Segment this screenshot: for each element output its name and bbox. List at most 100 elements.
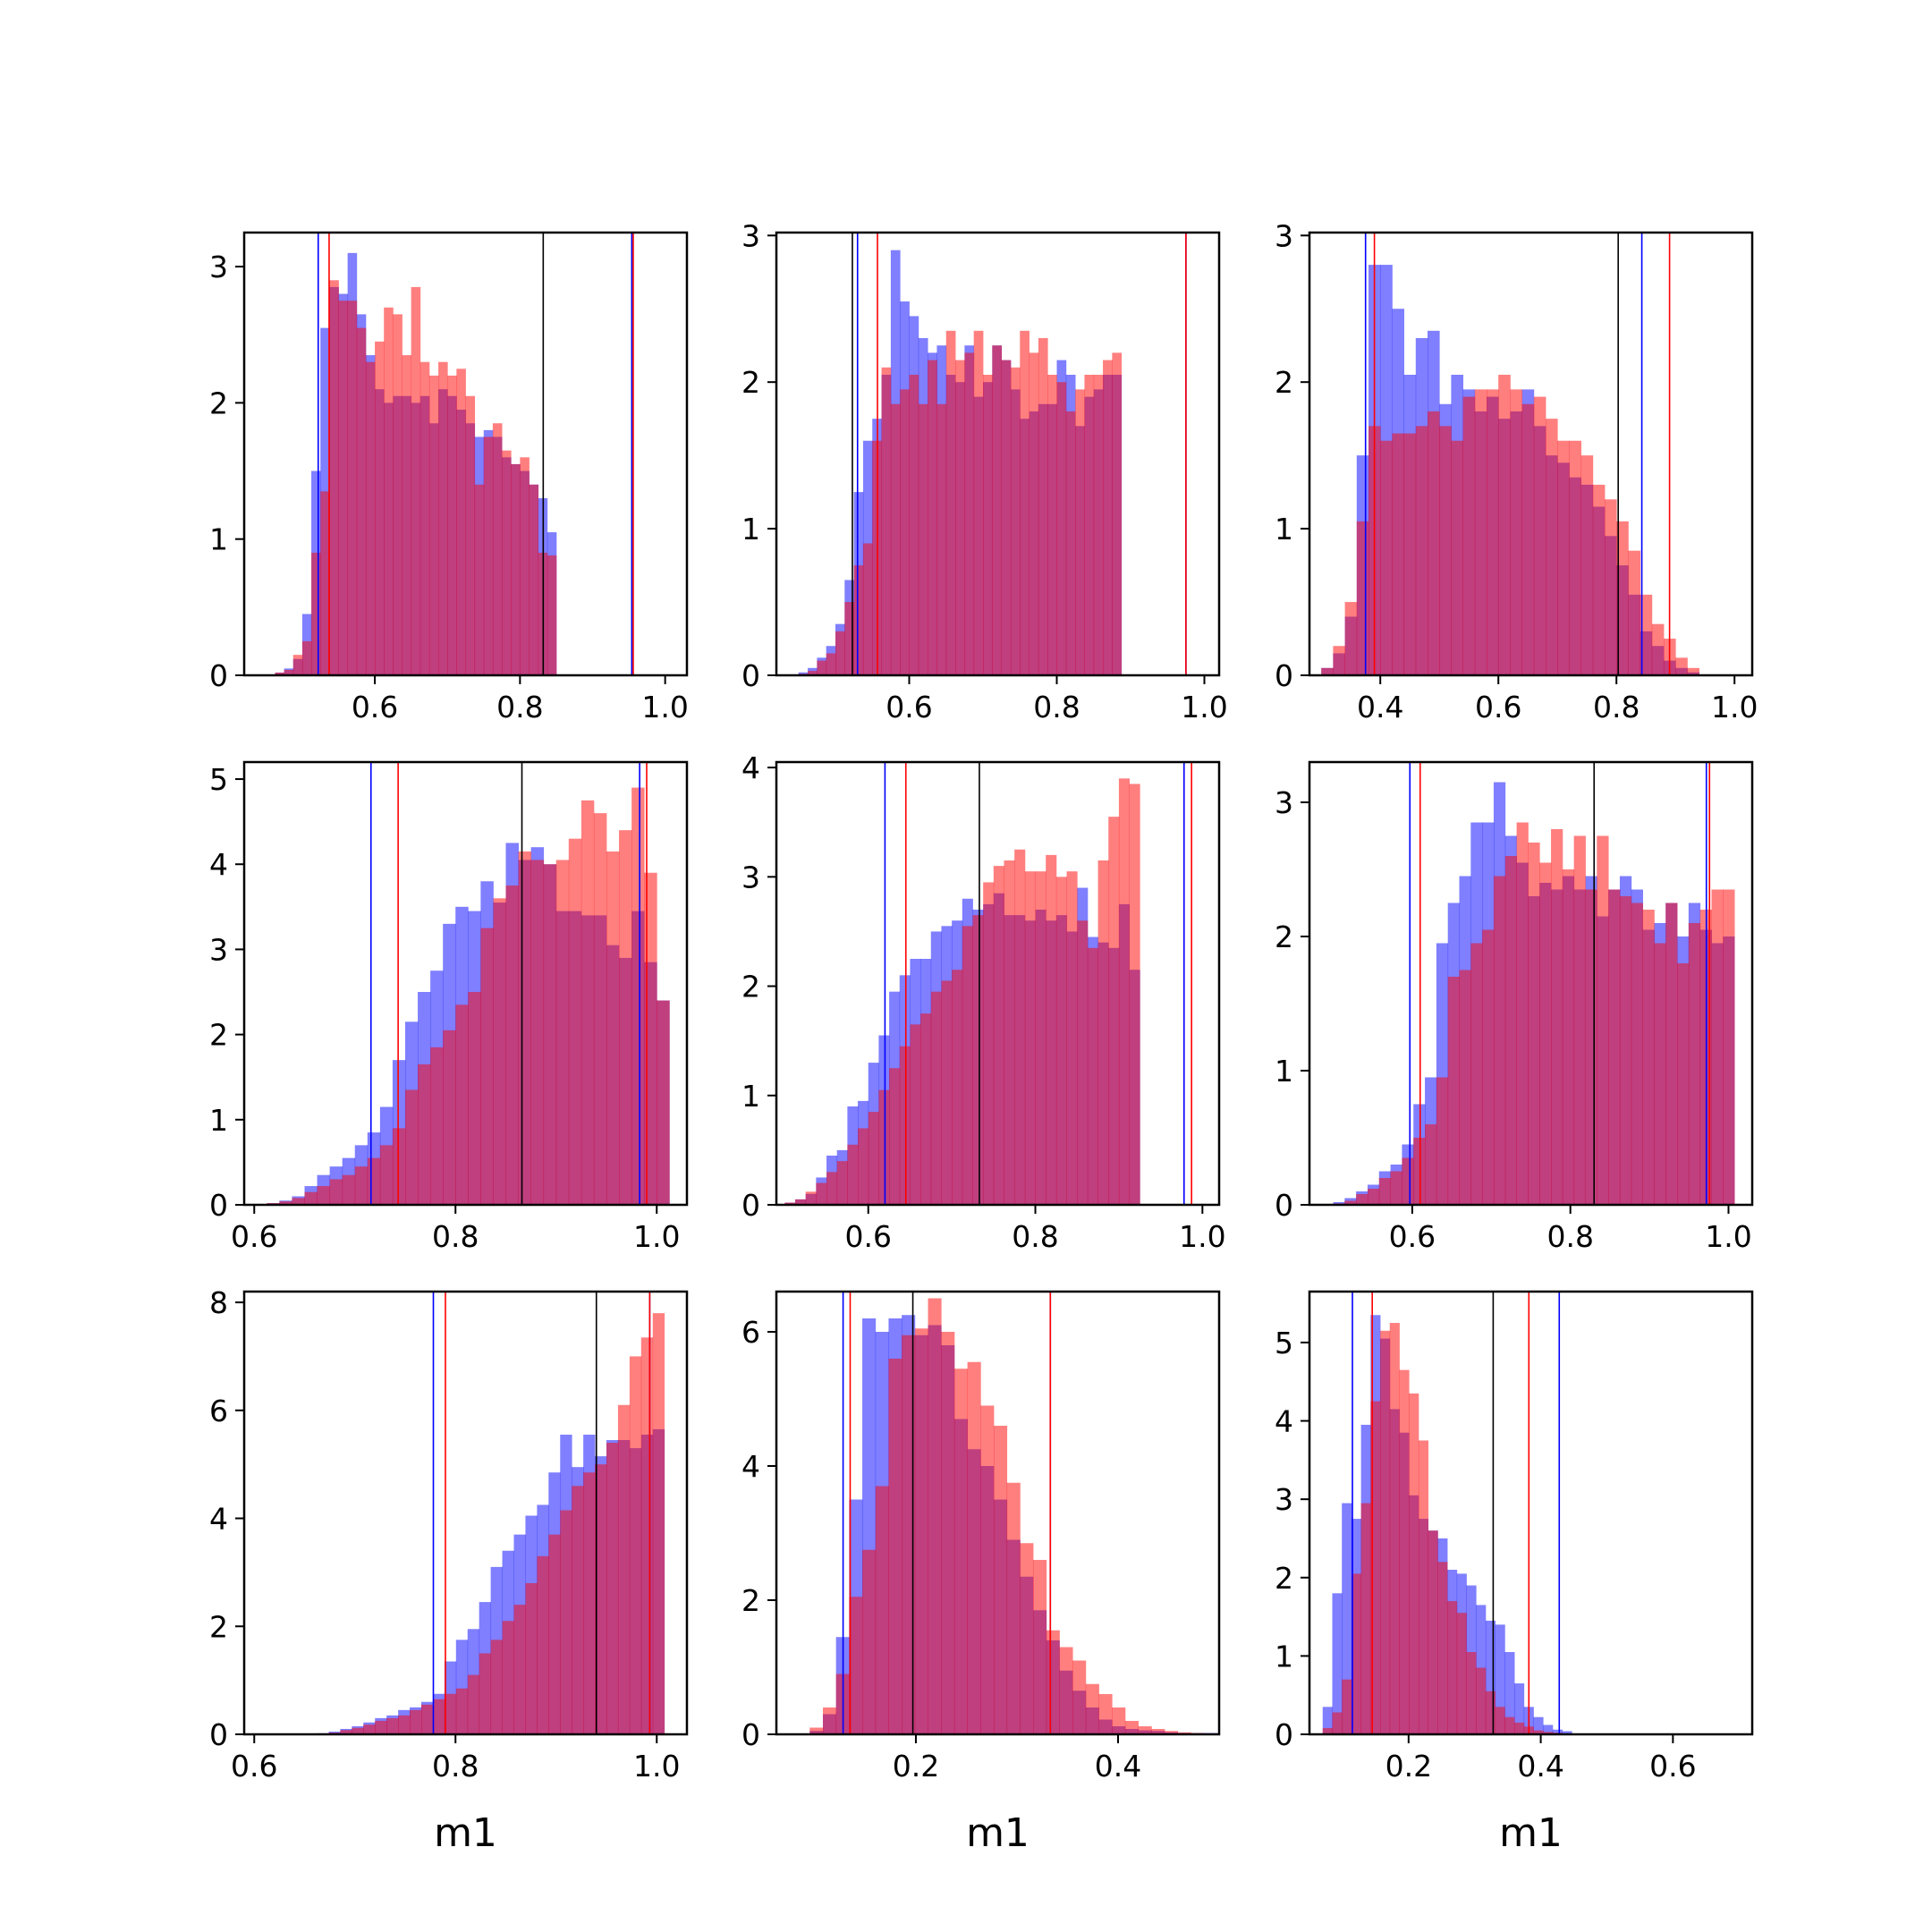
histogram-bar (384, 307, 394, 675)
histogram-bar (1004, 860, 1015, 1205)
histogram-bar (1033, 1560, 1047, 1734)
histogram-bar (537, 1555, 549, 1734)
histogram-bar (890, 403, 901, 675)
x-tick-label: 0.6 (231, 1219, 277, 1254)
series-red (1322, 1323, 1572, 1734)
histogram-bar (836, 1161, 848, 1205)
histogram-bar (392, 1128, 406, 1205)
histogram-bar (1562, 1731, 1572, 1734)
histogram-bar (1321, 667, 1334, 675)
histogram-bar (1605, 499, 1617, 675)
histogram-bar (511, 463, 521, 675)
histogram-bar (1665, 902, 1678, 1205)
histogram-bar (1551, 829, 1563, 1205)
histogram-bar (983, 882, 995, 1205)
histogram-bar (973, 330, 984, 675)
histogram-bar (606, 851, 620, 1205)
histogram-bar (529, 484, 539, 675)
histogram-bar (1378, 1178, 1392, 1205)
histogram-bar (518, 851, 532, 1205)
axes-frame (1308, 1290, 1754, 1736)
y-tick-label: 1 (1275, 1054, 1293, 1089)
histogram-bar (1367, 1189, 1380, 1205)
subplot-3: 0.4 0.6 0.8 1.0 0 1 2 3 (1275, 218, 1758, 724)
histogram-bar (1356, 1194, 1368, 1205)
x-axis-label: m1 (434, 1810, 497, 1856)
histogram-bar (1521, 403, 1535, 675)
histogram-bar (826, 653, 836, 675)
histogram-bar (1597, 835, 1609, 1205)
histogram-bar (945, 330, 956, 675)
histogram-bar (964, 352, 975, 675)
y-tick-label: 2 (209, 1609, 228, 1644)
histogram-bar (375, 1720, 387, 1734)
histogram-bar (1485, 1690, 1496, 1734)
histogram-bar (1010, 367, 1021, 675)
histogram-bar (279, 1201, 292, 1205)
histogram-bar (1688, 923, 1701, 1205)
histogram-bar (1533, 1716, 1544, 1734)
histogram-bar (560, 1510, 572, 1734)
x-tick-label: 0.6 (1649, 1749, 1696, 1784)
histogram-bar (1370, 1401, 1381, 1734)
histogram-bar (580, 800, 595, 1205)
histogram-bar (1333, 646, 1345, 675)
y-tick-label: 3 (209, 932, 228, 967)
x-tick-label: 0.8 (432, 1749, 479, 1784)
histogram-bar (1476, 1667, 1487, 1734)
y-tick-label: 3 (741, 860, 760, 894)
histogram-bar (928, 1298, 942, 1734)
histogram-bar (338, 301, 349, 675)
histogram-bar (1138, 1726, 1152, 1734)
histogram-bar (465, 395, 476, 675)
histogram-bar (1006, 1482, 1021, 1734)
x-tick-label: 0.4 (1357, 690, 1403, 724)
histogram-bar (1392, 433, 1404, 675)
histogram-bar (275, 672, 285, 675)
histogram-bar (1084, 374, 1095, 675)
histogram-bar (1164, 1731, 1179, 1734)
histogram-bar (1001, 360, 1012, 675)
histogram-bar (555, 860, 570, 1205)
histogram-bar (1543, 1732, 1554, 1734)
histogram-bar (899, 1046, 911, 1205)
histogram-bar (1389, 1323, 1400, 1734)
histogram-bar (657, 1000, 670, 1205)
histogram-bar (619, 830, 632, 1205)
histogram-bar (1072, 1660, 1087, 1734)
x-tick-label: 0.8 (1546, 1219, 1593, 1254)
histogram-bar (1493, 876, 1506, 1205)
histogram-bar (1482, 929, 1495, 1205)
histogram-bar (1118, 778, 1130, 1205)
series-red (1321, 374, 1699, 675)
histogram-bar (1552, 1729, 1563, 1734)
axes-frame (775, 760, 1221, 1207)
histogram-bar (835, 631, 845, 675)
histogram-bar (1628, 550, 1640, 675)
histogram-bar (1075, 389, 1085, 675)
histogram-bar (444, 1693, 457, 1734)
x-tick-label: 1.0 (1181, 690, 1227, 724)
histogram-bar (952, 970, 963, 1205)
histogram-bar (490, 1640, 503, 1734)
histogram-bar (329, 280, 339, 675)
histogram-bar (962, 926, 973, 1205)
histogram-bar (1035, 871, 1046, 1205)
y-tick-label: 5 (1275, 1326, 1293, 1360)
axes-frame (1308, 231, 1754, 677)
histogram-bar (941, 980, 953, 1205)
histogram-bar (1533, 1730, 1544, 1734)
x-tick-label: 0.4 (1095, 1749, 1141, 1784)
axes-frame (775, 1290, 1221, 1736)
histogram-bar (568, 838, 582, 1205)
x-tick-label: 0.6 (844, 1219, 891, 1254)
axes-frame (242, 231, 689, 677)
histogram-bar (1046, 1630, 1060, 1734)
histogram-bar (1087, 947, 1098, 1205)
histogram-bar (930, 991, 942, 1205)
x-tick-label: 1.0 (1705, 1219, 1751, 1254)
histogram-bar (1403, 433, 1417, 675)
series-red (784, 778, 1140, 1205)
histogram-bar (967, 1361, 981, 1734)
histogram-bar (889, 1068, 901, 1205)
